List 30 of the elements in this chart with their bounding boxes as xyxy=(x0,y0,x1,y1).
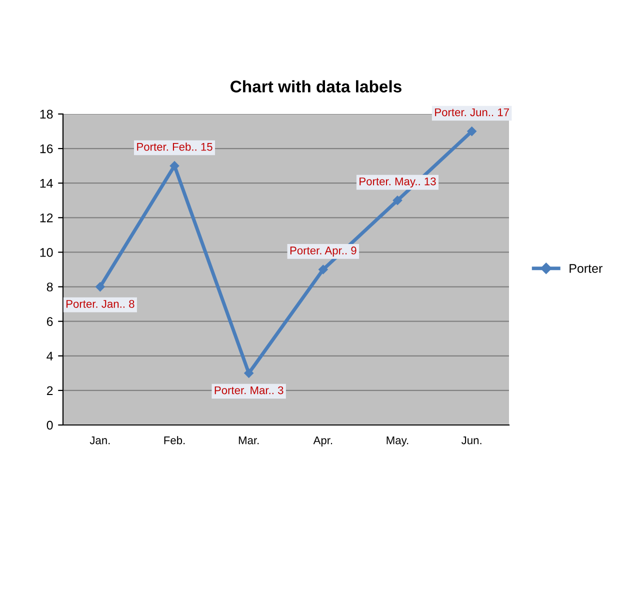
y-tick-label: 2 xyxy=(46,386,53,395)
data-label: Porter. Jan.. 8 xyxy=(66,300,134,308)
chart-title: Chart with data labels xyxy=(230,80,402,92)
y-tick-label: 0 xyxy=(46,420,53,430)
data-label: Porter. Feb.. 15 xyxy=(137,142,212,151)
y-tick-label: 8 xyxy=(46,282,53,292)
data-label: Porter. May.. 13 xyxy=(360,177,436,188)
x-tick-label: Feb. xyxy=(164,436,185,444)
data-label: Porter. Jun.. 17 xyxy=(435,108,509,116)
point xyxy=(244,368,254,378)
y-tick-label: 6 xyxy=(46,317,53,326)
x-tick-label: Apr. xyxy=(313,436,332,446)
x-tick-label: Jan. xyxy=(90,436,110,444)
x-tick-label: Jun. xyxy=(462,436,482,444)
y-tick-label: 16 xyxy=(40,144,53,154)
y-tick-label: 4 xyxy=(46,352,53,360)
data-label: Porter. Apr.. 9 xyxy=(290,246,356,257)
x-tick-label: Mar. xyxy=(238,436,259,444)
point xyxy=(170,161,180,170)
y-tick-label: 14 xyxy=(40,179,53,188)
point xyxy=(96,282,105,292)
point xyxy=(467,126,476,136)
x-tick-label: May. xyxy=(386,436,408,446)
point xyxy=(318,264,328,274)
point xyxy=(392,196,402,206)
legend-label: Porter xyxy=(570,264,602,273)
data-label: Porter. Mar.. 3 xyxy=(214,386,284,394)
y-tick-label: 12 xyxy=(40,213,53,222)
y-tick-label: 10 xyxy=(40,248,53,257)
y-tick-label: 18 xyxy=(40,110,53,119)
